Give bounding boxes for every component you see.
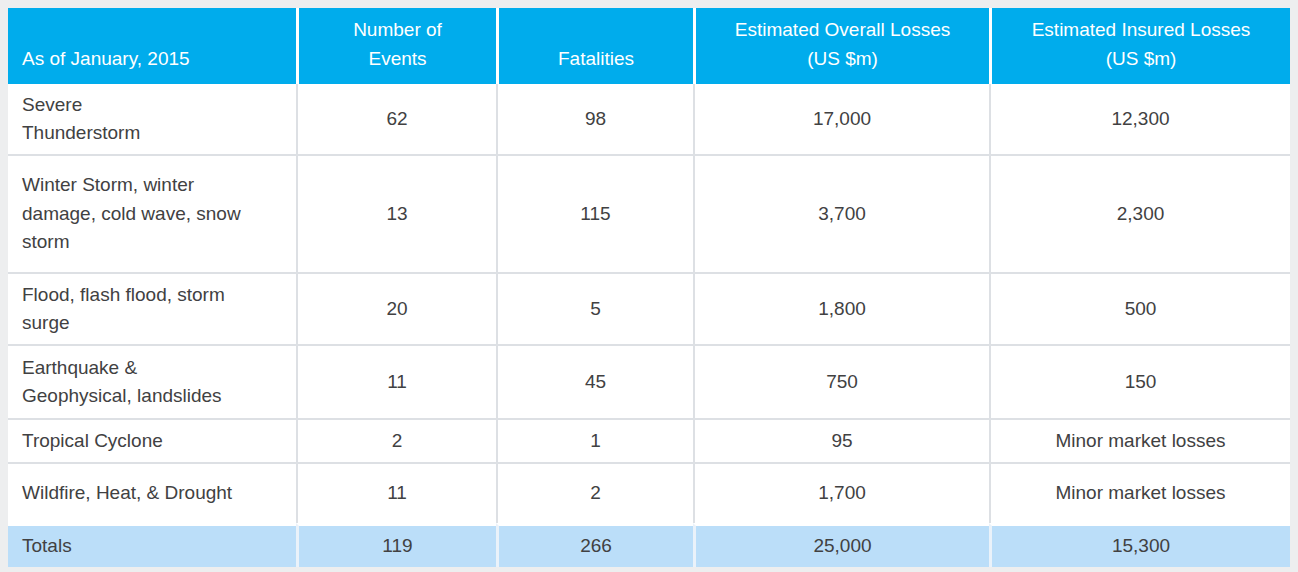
header-row: As of January, 2015 Number of Events Fat… xyxy=(8,8,1290,84)
row-label: Winter Storm, winter damage, cold wave, … xyxy=(8,154,296,272)
value-cell: 266 xyxy=(496,523,693,567)
value-cell: 20 xyxy=(296,272,496,344)
value-cell: 11 xyxy=(296,344,496,418)
table-row: Severe Thunderstorm629817,00012,300 xyxy=(8,84,1290,154)
value-cell: 2 xyxy=(296,418,496,462)
row-label: Severe Thunderstorm xyxy=(8,84,296,154)
column-header-estimated-insured-losses: Estimated Insured Losses (US $m) xyxy=(989,8,1290,84)
value-cell: 750 xyxy=(693,344,989,418)
value-cell: 1,800 xyxy=(693,272,989,344)
value-cell: 45 xyxy=(496,344,693,418)
column-header-period: As of January, 2015 xyxy=(8,8,296,84)
table-body: Severe Thunderstorm629817,00012,300Winte… xyxy=(8,84,1290,523)
value-cell: 2,300 xyxy=(989,154,1290,272)
value-cell: 17,000 xyxy=(693,84,989,154)
value-cell: 1,700 xyxy=(693,462,989,523)
value-cell: 119 xyxy=(296,523,496,567)
row-label: Totals xyxy=(8,523,296,567)
totals-row-container: Totals11926625,00015,300 xyxy=(8,523,1290,567)
value-cell: 2 xyxy=(496,462,693,523)
value-cell: Minor market losses xyxy=(989,418,1290,462)
value-cell: 25,000 xyxy=(693,523,989,567)
row-label: Flood, flash flood, storm surge xyxy=(8,272,296,344)
column-header-fatalities: Fatalities xyxy=(496,8,693,84)
table-row: Wildfire, Heat, & Drought1121,700Minor m… xyxy=(8,462,1290,523)
row-label: Wildfire, Heat, & Drought xyxy=(8,462,296,523)
table-row: Flood, flash flood, storm surge2051,8005… xyxy=(8,272,1290,344)
column-header-number-of-events: Number of Events xyxy=(296,8,496,84)
value-cell: 95 xyxy=(693,418,989,462)
value-cell: 98 xyxy=(496,84,693,154)
disaster-losses-table: As of January, 2015 Number of Events Fat… xyxy=(8,8,1290,567)
table-header: As of January, 2015 Number of Events Fat… xyxy=(8,8,1290,84)
value-cell: Minor market losses xyxy=(989,462,1290,523)
table-row: Tropical Cyclone2195Minor market losses xyxy=(8,418,1290,462)
value-cell: 12,300 xyxy=(989,84,1290,154)
value-cell: 150 xyxy=(989,344,1290,418)
row-label: Earthquake & Geophysical, landslides xyxy=(8,344,296,418)
value-cell: 1 xyxy=(496,418,693,462)
table-frame: As of January, 2015 Number of Events Fat… xyxy=(0,0,1298,572)
value-cell: 3,700 xyxy=(693,154,989,272)
totals-row: Totals11926625,00015,300 xyxy=(8,523,1290,567)
value-cell: 11 xyxy=(296,462,496,523)
row-label: Tropical Cyclone xyxy=(8,418,296,462)
value-cell: 15,300 xyxy=(989,523,1290,567)
value-cell: 13 xyxy=(296,154,496,272)
value-cell: 500 xyxy=(989,272,1290,344)
value-cell: 5 xyxy=(496,272,693,344)
value-cell: 115 xyxy=(496,154,693,272)
column-header-estimated-overall-losses: Estimated Overall Losses (US $m) xyxy=(693,8,989,84)
table-row: Earthquake & Geophysical, landslides1145… xyxy=(8,344,1290,418)
value-cell: 62 xyxy=(296,84,496,154)
table-row: Winter Storm, winter damage, cold wave, … xyxy=(8,154,1290,272)
